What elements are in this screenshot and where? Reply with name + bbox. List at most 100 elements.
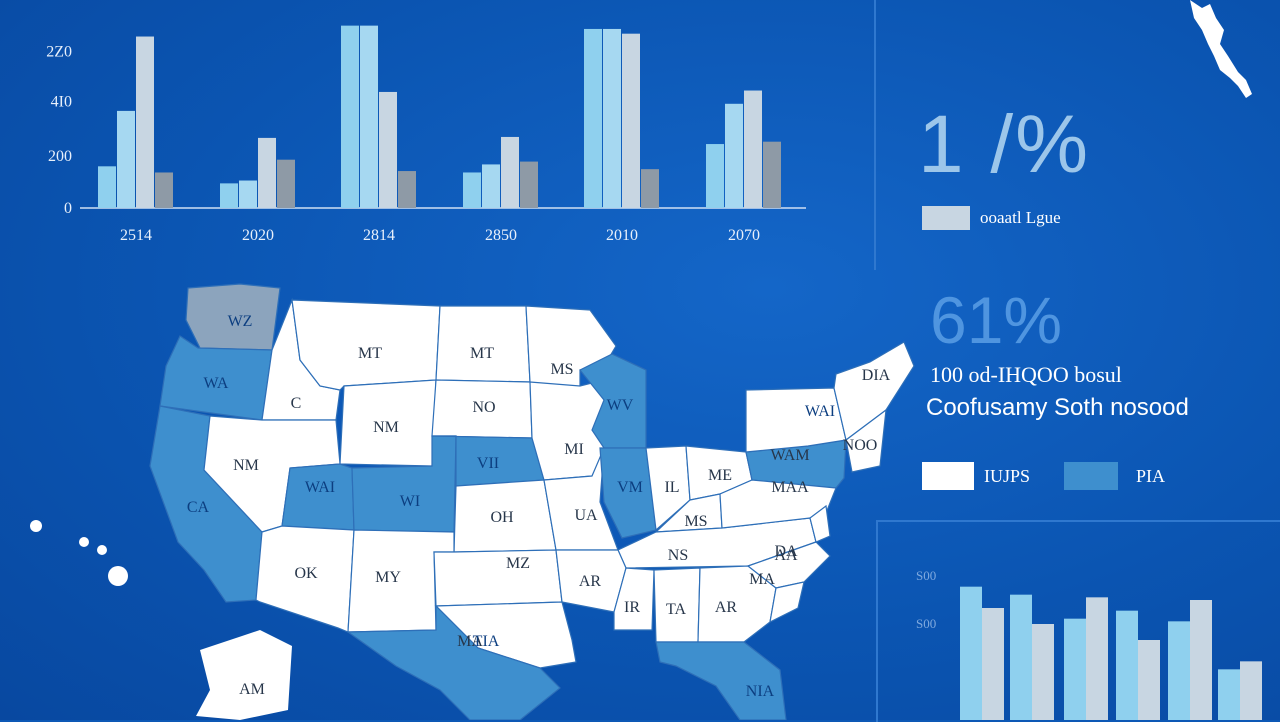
state-label: NO (472, 399, 495, 416)
y-tick-label: 200 (48, 148, 72, 165)
state-label: AR (579, 573, 602, 590)
state-shape (281, 463, 355, 531)
state-label: OK (294, 565, 318, 582)
state-label: WAI (305, 479, 335, 496)
stat-percent-2: 61% (930, 283, 1063, 357)
legend-2: IUJPS PIA (922, 462, 1165, 490)
state-label: MT (358, 345, 382, 362)
state-shape (809, 504, 831, 543)
legend-label: ooaatl Lgue (980, 208, 1061, 227)
state-label: AR (715, 599, 738, 616)
state-label: MA (749, 571, 775, 588)
state-label: OH (490, 509, 514, 526)
bar-2850-s3 (501, 136, 519, 208)
x-tick-label: 2514 (120, 227, 152, 244)
y-tick-label: 4I0 (51, 93, 72, 110)
state-shape (745, 387, 847, 453)
hawaii-island (79, 537, 89, 547)
state-label: MZ (506, 555, 530, 572)
bar-3 (1010, 594, 1032, 720)
legend-swatch-white (922, 462, 974, 490)
state-label: CA (187, 499, 210, 516)
bar-1 (960, 586, 982, 720)
state-shape (433, 549, 563, 607)
bar-2850-s2 (482, 164, 500, 208)
state-shape (435, 305, 531, 383)
state-shape (655, 641, 787, 720)
state-label: MI (564, 441, 584, 458)
bar-2020-s3 (258, 137, 276, 208)
state-shape (599, 447, 657, 539)
state-label: MAA (771, 479, 809, 496)
state-label: WI (400, 493, 420, 510)
state-label: NM (373, 419, 399, 436)
state-label: UA (574, 507, 598, 524)
state-label: AA (774, 547, 798, 564)
legend-swatch-blue (1064, 462, 1119, 490)
state-label: NM (233, 457, 259, 474)
coastline-decoration (1190, 0, 1252, 98)
state-label: C (291, 395, 302, 412)
x-tick-label: 2850 (485, 227, 517, 244)
bar-2814-s4 (398, 171, 416, 208)
state-label: MT (470, 345, 494, 362)
hawaii-island (30, 520, 42, 532)
state-shape (769, 581, 805, 624)
legend-label-b: PIA (1136, 465, 1166, 486)
bar-2020-s1 (220, 183, 238, 208)
state-shape (613, 567, 655, 631)
bar-12 (1240, 661, 1262, 720)
state-label: MA (457, 633, 483, 650)
hawaii-island (108, 566, 128, 586)
alaska-shape (196, 630, 292, 720)
state-label: IR (624, 599, 640, 616)
bar-2020-s2 (239, 180, 257, 208)
bar-10 (1190, 600, 1212, 720)
bar-2814-s2 (360, 25, 378, 209)
bar-11 (1218, 669, 1240, 720)
state-label: WA (204, 375, 229, 392)
state-label: DA (774, 543, 798, 560)
state-label: AM (239, 681, 265, 698)
state-label: TA (666, 601, 686, 618)
state-label: IL (664, 479, 679, 496)
bar-2514-s1 (98, 166, 116, 208)
bottom-bar-chart: S00 S00 (916, 568, 1262, 720)
state-label: DIA (862, 367, 891, 384)
state-shape (845, 408, 887, 473)
bar-2070-s3 (744, 90, 762, 208)
bar-2514-s4 (155, 172, 173, 208)
bar-2010-s4 (641, 169, 659, 208)
y-tick-label: S00 (916, 616, 936, 631)
state-shape (746, 541, 831, 589)
panel-divider (874, 0, 876, 270)
x-tick-label: 2814 (363, 227, 395, 244)
state-shape (346, 604, 561, 720)
bar-2010-s3 (622, 33, 640, 209)
legend-label-a: IUJPS (984, 465, 1031, 486)
bar-2070-s2 (725, 103, 743, 208)
bar-2850-s4 (520, 161, 538, 208)
state-shape (833, 341, 915, 442)
y-tick-label: S00 (916, 568, 936, 583)
legend-swatch-silver (922, 206, 970, 230)
state-label: WZ (228, 313, 253, 330)
state-label: VM (617, 479, 643, 496)
state-label: MS (684, 513, 707, 530)
hawaii-island (97, 545, 107, 555)
bar-7 (1116, 610, 1138, 720)
state-shape (255, 525, 355, 633)
state-label: NOO (843, 437, 878, 454)
bar-6 (1086, 597, 1108, 720)
bar-2514-s3 (136, 36, 154, 208)
bar-2814-s1 (341, 25, 359, 209)
state-label: TIA (473, 633, 500, 650)
bar-2814-s3 (379, 91, 397, 208)
state-label: MY (375, 569, 401, 586)
bar-4 (1032, 624, 1054, 720)
bar-2850-s1 (463, 172, 481, 208)
y-tick-label: 2Z0 (46, 44, 72, 61)
top-bar-chart: 0 200 4I0 2Z0 2514 2020 2814 2850 2010 2070 (46, 25, 806, 244)
bar-9 (1168, 621, 1190, 720)
bar-8 (1138, 640, 1160, 720)
